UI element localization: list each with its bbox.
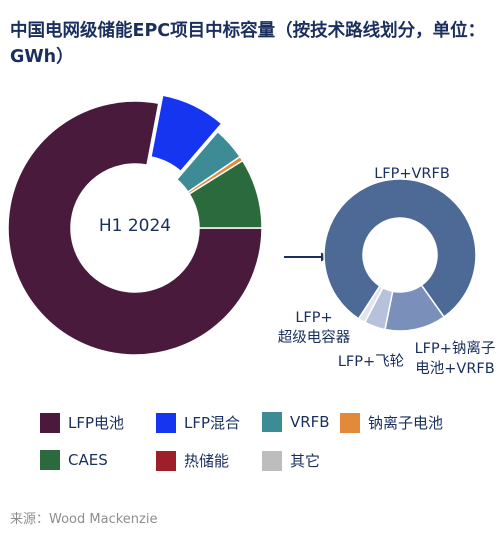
sub-slice-lfp — [357, 284, 384, 324]
legend-label: LFP电池 — [68, 414, 125, 432]
sub-label-lfp: LFP+超级电容器 — [278, 310, 351, 346]
legend-item-lfp: LFP混合 — [156, 412, 240, 433]
legend-label: 热储能 — [184, 452, 230, 470]
legend-swatch — [40, 450, 60, 470]
legend-swatch — [262, 450, 282, 471]
legend-item-i3: 钠离子电池 — [340, 412, 443, 433]
legend-item-lfp: LFP电池 — [40, 412, 124, 433]
source-note: 来源：Wood Mackenzie — [10, 512, 158, 527]
legend-item-i6: 其它 — [262, 450, 320, 471]
legend-label: 钠离子电池 — [368, 414, 444, 432]
legend-item-caes: CAES — [40, 450, 108, 470]
sub-slice-lfp-vrfb — [323, 178, 477, 320]
legend-swatch — [156, 450, 176, 471]
arrow — [284, 252, 330, 262]
sub-donut — [323, 178, 477, 332]
sub-label-lfp-vrfb: LFP+钠离子电池+VRFB — [415, 340, 496, 377]
legend-swatch — [340, 412, 360, 433]
main-slice-caes — [188, 159, 263, 229]
legend-swatch — [40, 412, 60, 433]
main-slice-lfp — [7, 100, 263, 356]
legend-label: CAES — [68, 451, 108, 469]
sub-donut-labels: LFP+VRFB LFP+钠离子电池+VRFB LFP+飞轮 LFP+超级电容器 — [278, 166, 496, 377]
legend-label: VRFB — [290, 413, 330, 431]
main-slice-lfp — [150, 94, 223, 173]
sub-label-lfp-vrfb: LFP+VRFB — [374, 166, 450, 182]
legend-item-i5: 热储能 — [156, 450, 229, 471]
legend-item-vrfb: VRFB — [262, 412, 330, 432]
legend-label: LFP混合 — [184, 414, 241, 432]
legend-swatch — [156, 412, 176, 433]
legend-swatch — [262, 412, 282, 432]
main-center-label: H1 2024 — [99, 216, 171, 236]
legend-label: 其它 — [290, 452, 321, 470]
main-donut — [7, 94, 263, 356]
chart-title: 中国电网级储能EPC项目中标容量（按技术路线划分，单位：GWh） — [10, 21, 486, 67]
sub-label-lfp: LFP+飞轮 — [338, 353, 404, 370]
